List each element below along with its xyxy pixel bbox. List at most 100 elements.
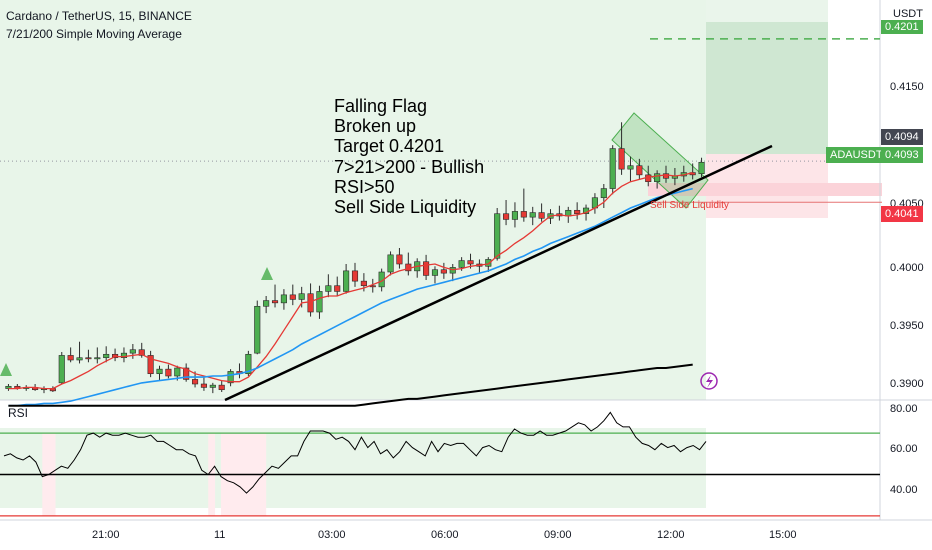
- candle[interactable]: [200, 383, 207, 388]
- candle[interactable]: [618, 148, 625, 170]
- price-pane-background: [0, 0, 882, 400]
- candle[interactable]: [76, 357, 83, 361]
- candle[interactable]: [218, 384, 225, 391]
- candle[interactable]: [423, 261, 430, 276]
- candle[interactable]: [325, 285, 332, 292]
- rsi-levels: [0, 432, 880, 517]
- last-price-tag: 0.4094: [881, 129, 923, 145]
- candle[interactable]: [343, 270, 350, 292]
- candle[interactable]: [458, 260, 465, 268]
- candle[interactable]: [609, 148, 616, 189]
- time-tick: 06:00: [431, 529, 459, 541]
- time-tick: 15:00: [769, 529, 797, 541]
- analysis-annotation: Falling Flag Broken up Target 0.4201 7>2…: [334, 96, 484, 217]
- candle[interactable]: [209, 384, 216, 388]
- liquidity-label: Sell Side Liquidity: [650, 200, 729, 211]
- candle[interactable]: [503, 213, 510, 220]
- candle[interactable]: [440, 269, 447, 274]
- candle[interactable]: [298, 293, 305, 300]
- rsi-line: [3, 411, 707, 494]
- candle[interactable]: [360, 280, 367, 287]
- candle[interactable]: [227, 371, 234, 384]
- candle[interactable]: [387, 254, 394, 273]
- candle[interactable]: [94, 357, 101, 360]
- candle[interactable]: [529, 212, 536, 218]
- sma21-line: [8, 187, 693, 407]
- candle[interactable]: [103, 353, 110, 359]
- candle[interactable]: [636, 165, 643, 176]
- candle[interactable]: [138, 349, 145, 356]
- price-tick: 0.4150: [890, 81, 924, 93]
- symbol-tag: ADAUSDT: [826, 147, 887, 163]
- candle[interactable]: [654, 173, 661, 183]
- price-tick: 0.4000: [890, 262, 924, 274]
- candle[interactable]: [129, 349, 136, 354]
- candle[interactable]: [662, 173, 670, 179]
- candle[interactable]: [289, 294, 296, 300]
- candle[interactable]: [280, 294, 287, 304]
- rsi-tick: 40.00: [890, 484, 918, 496]
- rsi-pane-label[interactable]: RSI: [8, 406, 29, 420]
- candle[interactable]: [467, 260, 474, 265]
- candle[interactable]: [574, 209, 581, 215]
- candles: [5, 122, 705, 394]
- target-zone-edge: [706, 0, 828, 22]
- annotation-line: 7>21>200 - Bullish: [334, 156, 485, 177]
- currency-label[interactable]: USDT: [893, 8, 923, 20]
- annotation-line: Falling Flag: [334, 96, 428, 116]
- candle[interactable]: [191, 379, 199, 385]
- candle[interactable]: [58, 355, 65, 384]
- annotation-line: Sell Side Liquidity: [334, 197, 477, 218]
- annotation-line: RSI>50: [334, 176, 395, 197]
- candle[interactable]: [165, 368, 172, 377]
- candle[interactable]: [271, 300, 279, 304]
- price-tick: 0.3950: [890, 320, 924, 332]
- candle[interactable]: [485, 259, 492, 267]
- candle[interactable]: [645, 174, 652, 183]
- candle[interactable]: [147, 355, 154, 375]
- bullish-zone-bg: [0, 0, 706, 400]
- candle[interactable]: [156, 368, 163, 375]
- candle[interactable]: [511, 211, 519, 220]
- long-signal-marker: [0, 363, 12, 376]
- flag-channel: [611, 112, 709, 209]
- candle[interactable]: [334, 285, 341, 292]
- rsi-tick: 60.00: [890, 443, 918, 455]
- target-price-tag: 0.4201: [881, 20, 923, 34]
- candle[interactable]: [67, 355, 74, 361]
- trendline[interactable]: [224, 144, 773, 402]
- liquidity-zone: [648, 183, 882, 196]
- candle[interactable]: [627, 165, 634, 170]
- candle[interactable]: [538, 212, 545, 219]
- candle[interactable]: [120, 352, 128, 359]
- annotation-line: Broken up: [334, 116, 417, 137]
- candle[interactable]: [431, 269, 439, 276]
- candle[interactable]: [494, 213, 501, 259]
- candle[interactable]: [351, 270, 359, 282]
- candle[interactable]: [85, 357, 92, 360]
- time-tick: 09:00: [544, 529, 572, 541]
- candle[interactable]: [183, 367, 190, 380]
- indicator-label[interactable]: 7/21/200 Simple Moving Average: [6, 27, 182, 41]
- price-tick: 0.3900: [890, 378, 924, 390]
- time-tick: 03:00: [318, 529, 346, 541]
- candle[interactable]: [396, 254, 403, 265]
- sma7-line: [8, 171, 693, 390]
- candle[interactable]: [520, 211, 527, 218]
- annotation-line: Target 0.4201: [334, 136, 445, 157]
- candle[interactable]: [600, 188, 607, 199]
- symbol-price-tag: 0.4093: [881, 147, 923, 163]
- candle[interactable]: [698, 161, 705, 175]
- flash-icon[interactable]: [700, 372, 718, 390]
- candle[interactable]: [174, 367, 181, 377]
- candle[interactable]: [263, 300, 270, 307]
- candle[interactable]: [307, 293, 314, 313]
- candle[interactable]: [254, 305, 261, 354]
- chart-title: Cardano / TetherUS, 15, BINANCE: [6, 9, 192, 23]
- sma200-line: [8, 363, 693, 407]
- candle[interactable]: [316, 291, 323, 313]
- time-tick: 11: [214, 529, 226, 541]
- target-zone: [706, 22, 828, 154]
- candle[interactable]: [245, 353, 252, 375]
